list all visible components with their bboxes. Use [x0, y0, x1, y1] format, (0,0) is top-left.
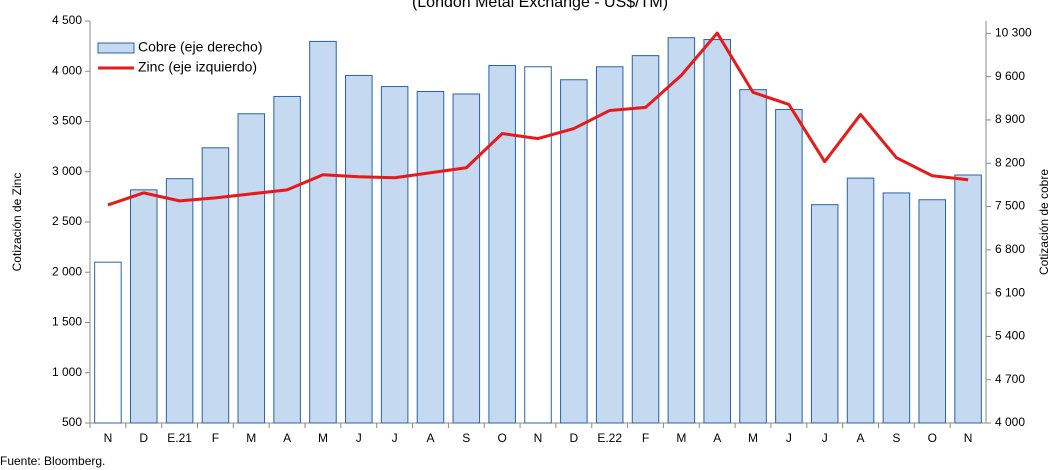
y-tick-label: 2 500 — [52, 214, 82, 228]
bar — [631, 55, 660, 424]
bar — [703, 39, 731, 424]
chart-title: (London Metal Exchange - US$/TM) — [412, 0, 668, 11]
bar — [488, 65, 516, 424]
bar — [524, 66, 552, 424]
bar — [345, 74, 373, 424]
x-tick-label: E.22 — [597, 431, 622, 445]
bar — [273, 95, 301, 424]
y2-tick-label: 9 600 — [995, 69, 1025, 83]
bar — [846, 177, 875, 424]
bar — [775, 108, 803, 424]
bar — [595, 66, 624, 424]
y-tick-label: 4 000 — [52, 63, 82, 77]
y-tick-label: 500 — [62, 415, 82, 429]
y-tick-label: 1 500 — [52, 315, 82, 329]
x-tick-label: F — [642, 431, 649, 445]
x-tick-label: F — [212, 431, 219, 445]
bar — [667, 37, 696, 424]
source-note: Fuente: Bloomberg. — [0, 454, 105, 468]
bar — [129, 189, 158, 424]
bar — [810, 204, 839, 424]
x-tick-label: J — [786, 431, 792, 445]
x-tick-label: A — [283, 431, 291, 445]
x-tick-label: O — [928, 431, 937, 445]
y2-axis-title: Cotización de cobre — [1037, 169, 1051, 275]
bar — [739, 89, 767, 424]
x-tick-label: J — [822, 431, 828, 445]
legend-label: Cobre (eje derecho) — [138, 39, 263, 55]
bar — [954, 174, 982, 424]
x-tick-label: O — [497, 431, 506, 445]
bar — [380, 86, 409, 424]
y-tick-label: 4 500 — [52, 13, 82, 27]
bar — [309, 40, 337, 424]
y-tick-label: 2 000 — [52, 264, 82, 278]
x-tick-label: D — [139, 431, 148, 445]
bar — [918, 199, 947, 424]
y2-tick-label: 8 200 — [995, 155, 1025, 169]
x-tick-label: J — [392, 431, 398, 445]
x-tick-label: M — [318, 431, 328, 445]
bar — [237, 113, 266, 424]
y2-tick-label: 10 300 — [995, 26, 1032, 40]
x-tick-label: A — [713, 431, 721, 445]
x-tick-label: J — [356, 431, 362, 445]
y2-tick-label: 5 400 — [995, 329, 1025, 343]
y2-tick-label: 4 000 — [995, 415, 1025, 429]
y-tick-label: 3 500 — [52, 114, 82, 128]
x-tick-label: N — [534, 431, 543, 445]
x-tick-label: E.21 — [167, 431, 192, 445]
line — [107, 31, 969, 207]
x-tick-label: M — [676, 431, 686, 445]
bar — [201, 147, 230, 424]
y2-tick-label: 7 500 — [995, 199, 1025, 213]
legend-swatch — [97, 42, 135, 54]
y2-tick-label: 8 900 — [995, 112, 1025, 126]
y-axis-title: Cotización de Zinc — [10, 173, 24, 272]
x-tick-label: N — [964, 431, 973, 445]
x-tick-label: M — [748, 431, 758, 445]
x-tick-label: N — [104, 431, 113, 445]
x-tick-label: S — [462, 431, 470, 445]
x-tick-label: A — [857, 431, 865, 445]
y2-tick-label: 6 800 — [995, 242, 1025, 256]
bar — [882, 192, 911, 424]
x-tick-label: S — [892, 431, 900, 445]
y2-tick-label: 6 100 — [995, 285, 1025, 299]
x-tick-label: D — [570, 431, 579, 445]
bar — [416, 91, 445, 424]
y-tick-label: 3 000 — [52, 164, 82, 178]
x-tick-label: M — [246, 431, 256, 445]
bar — [560, 79, 588, 424]
y-tick-label: 1 000 — [52, 365, 82, 379]
bar — [452, 93, 481, 424]
legend-label: Zinc (eje izquierdo) — [138, 59, 257, 75]
bar — [94, 261, 122, 424]
y2-tick-label: 4 700 — [995, 372, 1025, 386]
x-tick-label: A — [426, 431, 434, 445]
bar — [165, 178, 194, 424]
